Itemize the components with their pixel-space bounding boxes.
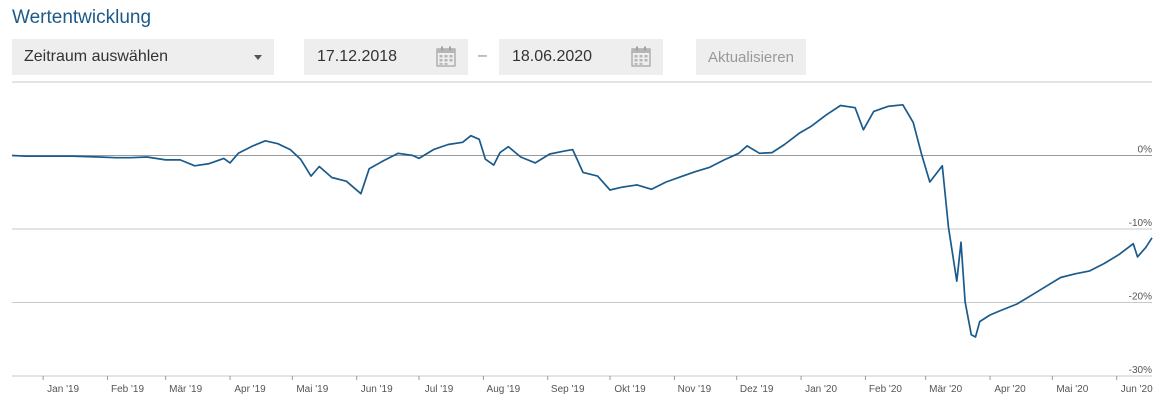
x-tick-label: Aug '19 — [487, 384, 521, 395]
x-tick-label: Mai '20 — [1056, 384, 1088, 395]
x-tick-label: Mär '20 — [929, 384, 962, 395]
date-from-field[interactable]: 17.12.2018 — [304, 39, 468, 75]
refresh-button-label: Aktualisieren — [708, 48, 794, 66]
date-from-value: 17.12.2018 — [317, 48, 398, 65]
performance-chart: 0% -10% -20% -30% Jan '19 Feb '19 Mär '19 Apr … — [11, 81, 1153, 395]
x-axis-ticks: Jan '19 Feb '19 Mär '19 Apr '19 Mai '19 Jun '… — [42, 376, 1153, 395]
y-axis-ticks: 0% -10% -20% -30% — [1129, 145, 1152, 377]
x-tick-label: Nov '19 — [678, 384, 712, 395]
x-tick-label: Dez '19 — [740, 384, 774, 395]
x-tick-label: Mär '19 — [169, 384, 202, 395]
chevron-down-icon — [254, 55, 262, 60]
page-title: Wertentwicklung — [12, 7, 152, 28]
date-separator: – — [478, 47, 487, 64]
y-tick-label: -10% — [1129, 218, 1152, 229]
period-select-label: Zeitraum auswählen — [24, 48, 169, 65]
date-to-field[interactable]: 18.06.2020 — [499, 39, 663, 75]
refresh-button[interactable]: Aktualisieren — [696, 39, 806, 75]
y-tick-label: -30% — [1129, 365, 1152, 376]
x-tick-label: Feb '20 — [869, 384, 902, 395]
calendar-icon[interactable] — [631, 46, 651, 67]
x-tick-label: Sep '19 — [551, 384, 585, 395]
x-tick-label: Jan '20 — [805, 384, 837, 395]
series-line — [11, 103, 1153, 338]
chart-grid — [12, 81, 1152, 377]
x-tick-label: Jun '20 — [1121, 384, 1153, 395]
x-tick-label: Feb '19 — [111, 384, 144, 395]
x-tick-label: Okt '19 — [614, 384, 646, 395]
period-select[interactable]: Zeitraum auswählen — [12, 39, 274, 75]
date-to-value: 18.06.2020 — [512, 48, 593, 65]
x-tick-label: Apr '20 — [994, 384, 1026, 395]
y-tick-label: -20% — [1129, 292, 1152, 303]
x-tick-label: Jan '19 — [47, 384, 79, 395]
x-tick-label: Jul '19 — [425, 384, 454, 395]
calendar-icon[interactable] — [436, 46, 456, 67]
x-tick-label: Apr '19 — [234, 384, 266, 395]
x-tick-label: Mai '19 — [296, 384, 328, 395]
y-tick-label: 0% — [1138, 145, 1153, 156]
x-tick-label: Jun '19 — [361, 384, 393, 395]
